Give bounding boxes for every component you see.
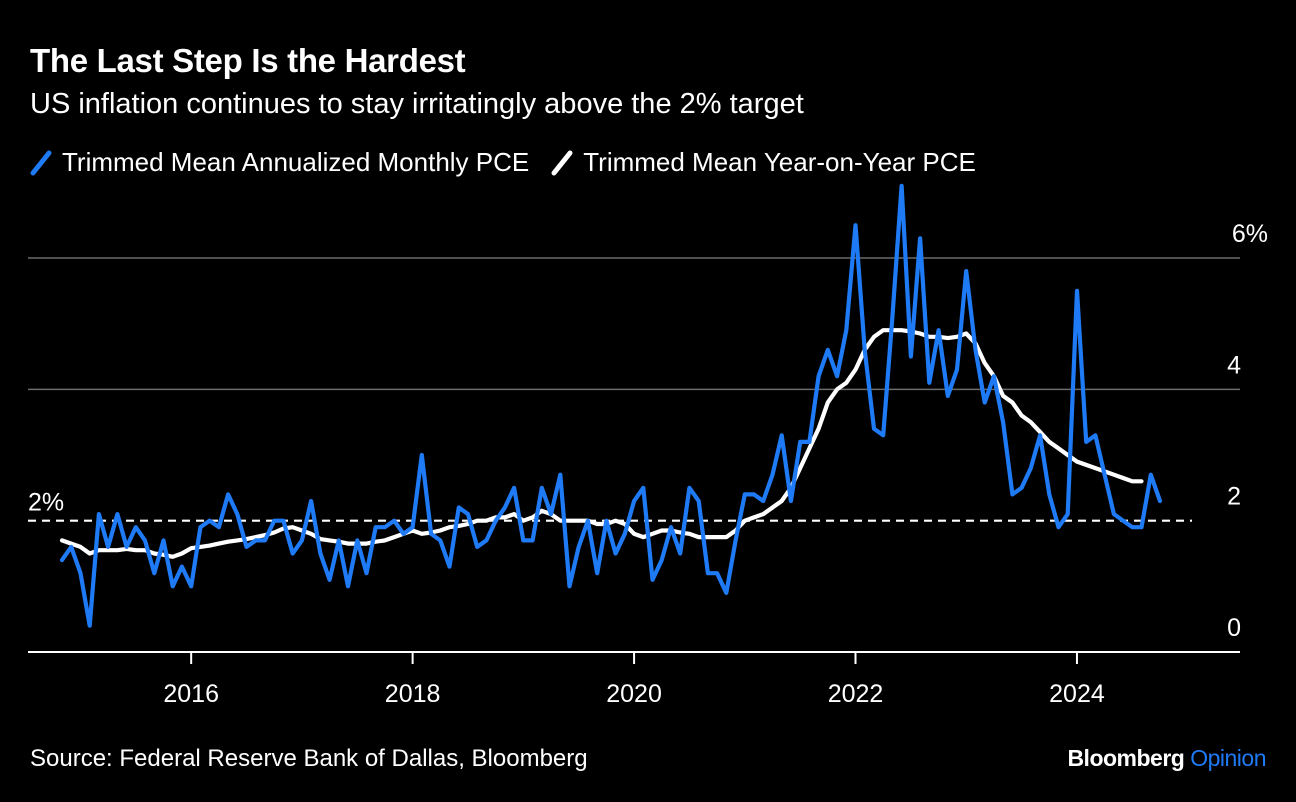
- legend-swatch-monthly: [30, 150, 52, 175]
- chart-title: The Last Step Is the Hardest: [30, 42, 466, 79]
- x-tick-label: 2024: [1049, 680, 1105, 708]
- y-tick-label: 0: [1227, 614, 1241, 642]
- gridlines: [28, 257, 1240, 391]
- brand-logo: Bloomberg Opinion: [1067, 745, 1266, 772]
- target-2pct-label: 2%: [28, 489, 64, 517]
- x-tick-label: 2020: [606, 680, 662, 708]
- target-reference: 2%: [28, 489, 1192, 522]
- y-tick-label: 2: [1227, 483, 1241, 511]
- brand-sub: Opinion: [1190, 745, 1266, 771]
- chart-subtitle: US inflation continues to stay irritatin…: [30, 88, 804, 120]
- brand-main: Bloomberg: [1067, 745, 1185, 771]
- series-lines: [59, 183, 1163, 628]
- y-tick-label: 4: [1227, 351, 1241, 379]
- legend-swatch-yoy: [551, 150, 573, 175]
- legend-label-monthly: Trimmed Mean Annualized Monthly PCE: [62, 147, 530, 177]
- legend-item-yoy: Trimmed Mean Year-on-Year PCE: [551, 147, 976, 178]
- legend-label-yoy: Trimmed Mean Year-on-Year PCE: [583, 147, 976, 177]
- x-tick-label: 2016: [163, 680, 219, 708]
- x-tick-label: 2018: [385, 680, 441, 708]
- chart-legend: Trimmed Mean Annualized Monthly PCE Trim…: [30, 147, 998, 178]
- legend-item-monthly: Trimmed Mean Annualized Monthly PCE: [30, 147, 529, 178]
- source-note: Source: Federal Reserve Bank of Dallas, …: [30, 745, 588, 772]
- axes: 0 2 4 6% 2016 2018 2020 2022 2024: [28, 220, 1268, 708]
- x-tick-label: 2022: [828, 680, 884, 708]
- y-tick-label: 6%: [1232, 220, 1268, 248]
- series-line-monthly-pce: [59, 183, 1163, 628]
